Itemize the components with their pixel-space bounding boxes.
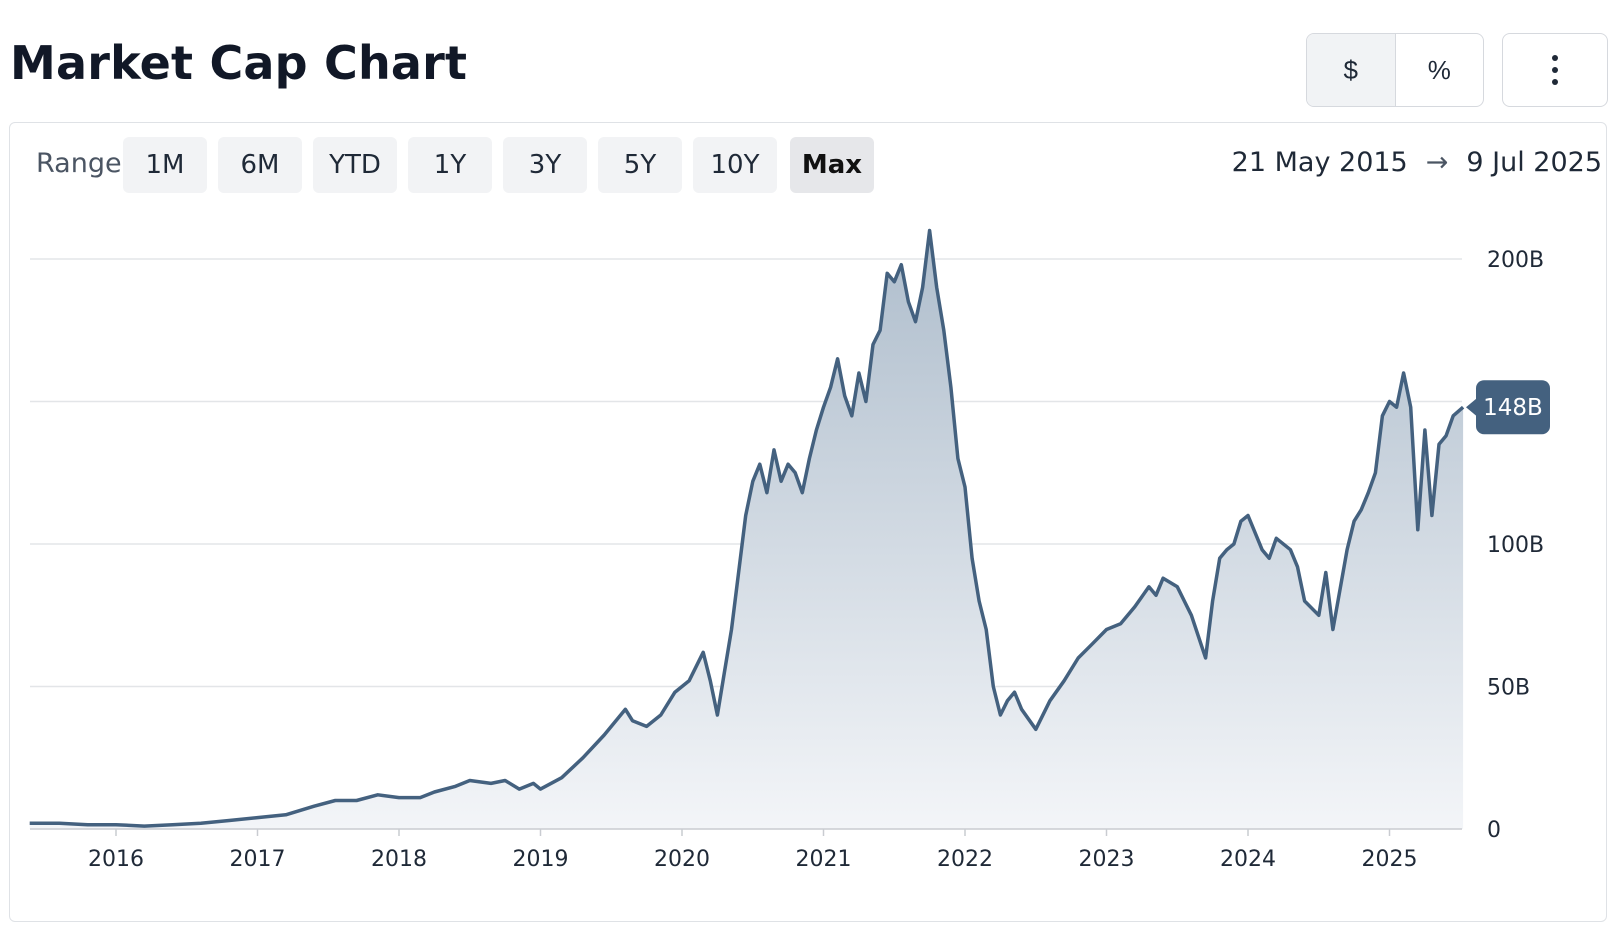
page-title: Market Cap Chart bbox=[10, 36, 468, 90]
x-tick-label: 2016 bbox=[88, 847, 144, 872]
x-tick-label: 2024 bbox=[1220, 847, 1276, 872]
value-mode-toggle: $ % bbox=[1306, 33, 1484, 107]
y-axis: 0 50B 100B 200B bbox=[1487, 248, 1544, 843]
x-tick-label: 2023 bbox=[1079, 847, 1135, 872]
range-ytd-button[interactable]: YTD bbox=[313, 137, 397, 193]
x-tick-label: 2022 bbox=[937, 847, 993, 872]
chart-card bbox=[9, 122, 1607, 922]
range-3y-button[interactable]: 3Y bbox=[503, 137, 587, 193]
x-tick-label: 2019 bbox=[513, 847, 569, 872]
range-6m-button[interactable]: 6M bbox=[218, 137, 302, 193]
y-tick-label: 100B bbox=[1487, 533, 1544, 558]
series-area bbox=[29, 230, 1464, 829]
x-tick-label: 2025 bbox=[1362, 847, 1418, 872]
mode-percent-button[interactable]: % bbox=[1394, 34, 1484, 106]
range-label: Range bbox=[36, 148, 122, 179]
range-1y-button[interactable]: 1Y bbox=[408, 137, 492, 193]
mode-dollar-button[interactable]: $ bbox=[1307, 34, 1395, 106]
current-value-badge: 148B bbox=[1466, 380, 1550, 435]
more-options-button[interactable] bbox=[1502, 33, 1608, 107]
x-tick-label: 2020 bbox=[654, 847, 710, 872]
date-range: 21 May 2015 → 9 Jul 2025 bbox=[1232, 147, 1602, 178]
vertical-dots-icon bbox=[1552, 55, 1558, 85]
range-max-button[interactable]: Max bbox=[790, 137, 874, 193]
x-tick-label: 2017 bbox=[230, 847, 286, 872]
badge-pointer bbox=[1466, 397, 1478, 418]
x-axis: 2016 2017 2018 2019 2020 2021 2022 2023 2024 2025 bbox=[30, 828, 1462, 872]
series-line bbox=[29, 228, 1465, 828]
current-value-label: 148B bbox=[1483, 395, 1543, 421]
arrow-right-icon: → bbox=[1425, 147, 1449, 178]
x-tick-label: 2021 bbox=[796, 847, 852, 872]
y-tick-label: 200B bbox=[1487, 248, 1544, 273]
x-tick-label: 2018 bbox=[371, 847, 427, 872]
y-tick-label: 50B bbox=[1487, 676, 1530, 701]
end-date[interactable]: 9 Jul 2025 bbox=[1466, 147, 1602, 178]
start-date[interactable]: 21 May 2015 bbox=[1231, 147, 1408, 178]
range-5y-button[interactable]: 5Y bbox=[598, 137, 682, 193]
y-tick-label: 0 bbox=[1487, 818, 1501, 843]
badge-background bbox=[1476, 380, 1550, 435]
range-1m-button[interactable]: 1M bbox=[123, 137, 207, 193]
range-10y-button[interactable]: 10Y bbox=[693, 137, 777, 193]
area-layer bbox=[29, 228, 1465, 829]
